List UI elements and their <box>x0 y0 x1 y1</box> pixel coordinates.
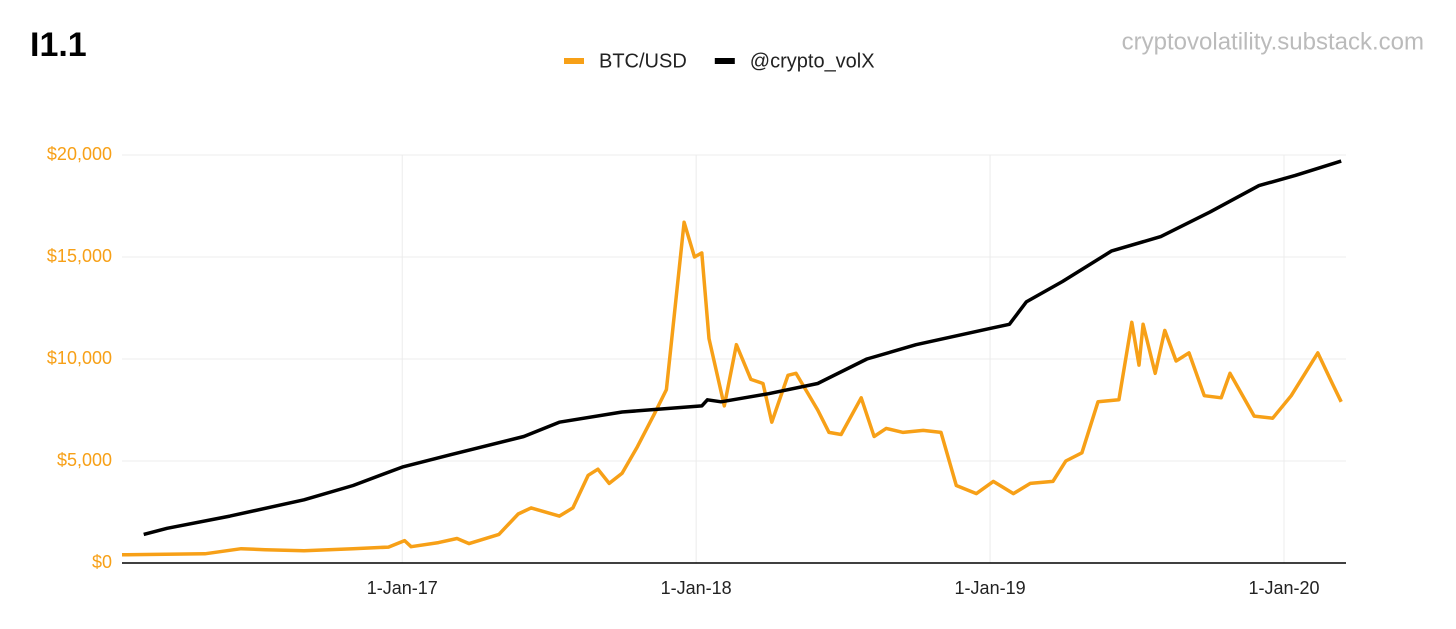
x-tick-label: 1-Jan-18 <box>661 578 732 598</box>
y-tick-label: $15,000 <box>47 246 112 266</box>
series-line <box>143 159 1342 537</box>
y-tick-label: $20,000 <box>47 144 112 164</box>
chart-title: I1.1 <box>30 26 87 64</box>
y-tick-label: $10,000 <box>47 348 112 368</box>
y-tick-label: $5,000 <box>57 450 112 470</box>
legend-swatch <box>564 58 584 64</box>
legend-label: BTC/USD <box>599 50 687 72</box>
watermark: cryptovolatility.substack.com <box>1122 28 1424 55</box>
x-tick-label: 1-Jan-19 <box>955 578 1026 598</box>
x-tick-label: 1-Jan-20 <box>1248 578 1319 598</box>
series-line <box>121 220 1343 557</box>
legend-label: @crypto_volX <box>750 50 875 72</box>
x-tick-label: 1-Jan-17 <box>367 578 438 598</box>
legend-swatch <box>714 58 735 64</box>
y-tick-label: $0 <box>92 552 112 572</box>
